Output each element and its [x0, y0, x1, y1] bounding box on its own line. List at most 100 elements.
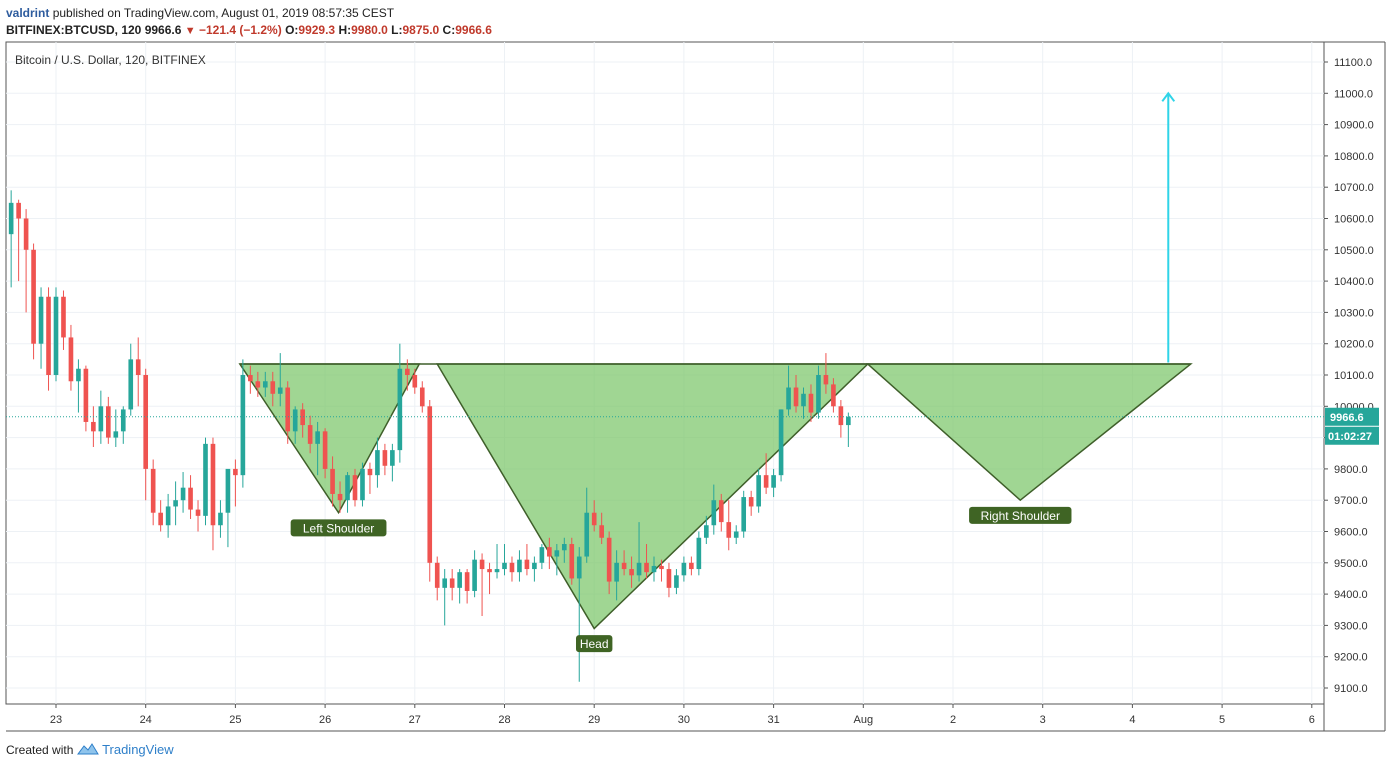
candle — [120, 406, 126, 444]
candle — [748, 490, 754, 516]
candle — [203, 437, 208, 526]
candle — [696, 531, 702, 576]
candle — [636, 522, 642, 582]
candle-body — [307, 425, 313, 444]
candle-body — [210, 443, 216, 526]
chart-title: Bitcoin / U.S. Dollar, 120, BITFINEX — [15, 53, 206, 67]
y-tick-label: 10800.0 — [1334, 151, 1374, 163]
candle — [741, 490, 747, 538]
candle-body — [711, 500, 717, 526]
candle — [143, 368, 149, 501]
candle-body — [106, 406, 111, 438]
x-tick-label: 29 — [588, 714, 600, 726]
plot-border — [5, 41, 1325, 705]
candle-body — [733, 531, 739, 538]
candle-body — [248, 375, 253, 382]
candle-body — [666, 569, 672, 588]
candle-body — [135, 359, 141, 375]
footer: Created with TradingView — [6, 742, 174, 757]
candle — [135, 337, 141, 407]
candle — [494, 544, 500, 579]
candle — [165, 493, 171, 538]
candle — [31, 243, 36, 360]
candle-body — [427, 406, 433, 563]
candle-body — [419, 387, 425, 407]
candle-body — [457, 572, 462, 588]
candle-body — [16, 202, 21, 219]
candle-body — [195, 509, 201, 516]
candle-body — [397, 368, 403, 451]
open-label: O: — [285, 23, 299, 37]
candle-body — [68, 337, 74, 382]
pattern-labels: Left Shoulder Head Right Shoulder — [290, 506, 1072, 653]
candle — [76, 359, 81, 413]
pattern-label: Right Shoulder — [969, 506, 1072, 524]
candle-body — [442, 578, 448, 588]
candle-body — [659, 565, 664, 570]
candle-body — [846, 416, 851, 426]
candle — [659, 559, 664, 582]
candle — [300, 403, 305, 438]
candle — [831, 378, 836, 413]
candle-body — [128, 359, 134, 410]
candle-body — [689, 562, 694, 570]
candle-body — [375, 450, 380, 476]
candle — [315, 421, 320, 476]
candle — [621, 550, 627, 576]
x-tick-label: 23 — [50, 714, 62, 726]
candle-body — [591, 512, 597, 526]
y-tick-label: 10300.0 — [1334, 307, 1374, 319]
author-name[interactable]: valdrint — [6, 6, 50, 20]
candle-body — [83, 368, 89, 422]
candle — [113, 409, 119, 447]
close-label: C: — [442, 23, 456, 37]
y-tick-label: 9400.0 — [1334, 589, 1368, 601]
candle-body — [502, 562, 507, 570]
candle — [375, 437, 380, 488]
last-price-value: 9966.6 — [144, 23, 182, 37]
candle — [61, 290, 66, 350]
x-tick-label: Aug — [854, 714, 874, 726]
candle-body — [337, 493, 343, 501]
candle-body — [255, 381, 261, 388]
candle-body — [569, 544, 575, 579]
candle-body — [763, 475, 769, 488]
x-tick-label: 31 — [767, 714, 779, 726]
y-tick-label: 10400.0 — [1334, 276, 1374, 288]
candle — [726, 500, 732, 551]
candle-body — [816, 375, 821, 413]
candle-body — [636, 562, 642, 576]
candle — [128, 343, 134, 416]
x-tick-label: 3 — [1040, 714, 1046, 726]
candle — [733, 525, 739, 545]
candle-body — [614, 562, 619, 582]
candle-body — [786, 387, 791, 410]
candle — [345, 472, 350, 513]
open-value: 9929.3 — [298, 23, 336, 37]
pattern-label: Left Shoulder — [290, 519, 387, 537]
candle — [666, 562, 672, 598]
candle-body — [412, 375, 418, 388]
candle — [614, 550, 619, 601]
pattern-overlay — [238, 363, 1193, 630]
x-tick-label: 2 — [950, 714, 956, 726]
candle-body — [584, 512, 590, 557]
candle — [718, 493, 724, 532]
tradingview-logo-icon — [76, 743, 99, 755]
candle-body — [464, 572, 470, 591]
y-tick-label: 9200.0 — [1334, 652, 1368, 664]
candle-body — [330, 468, 335, 494]
candle-body — [300, 409, 305, 426]
candle — [778, 409, 784, 482]
tradingview-brand[interactable]: TradingView — [102, 742, 174, 757]
pattern-right-shoulder — [865, 363, 1193, 502]
candle — [382, 443, 388, 476]
candle-body — [173, 500, 178, 507]
candle-body — [390, 450, 395, 466]
candle-body — [756, 475, 761, 507]
candle — [180, 472, 186, 513]
candle-body — [165, 506, 171, 526]
candle-body — [741, 497, 747, 532]
candle-body — [352, 475, 358, 501]
